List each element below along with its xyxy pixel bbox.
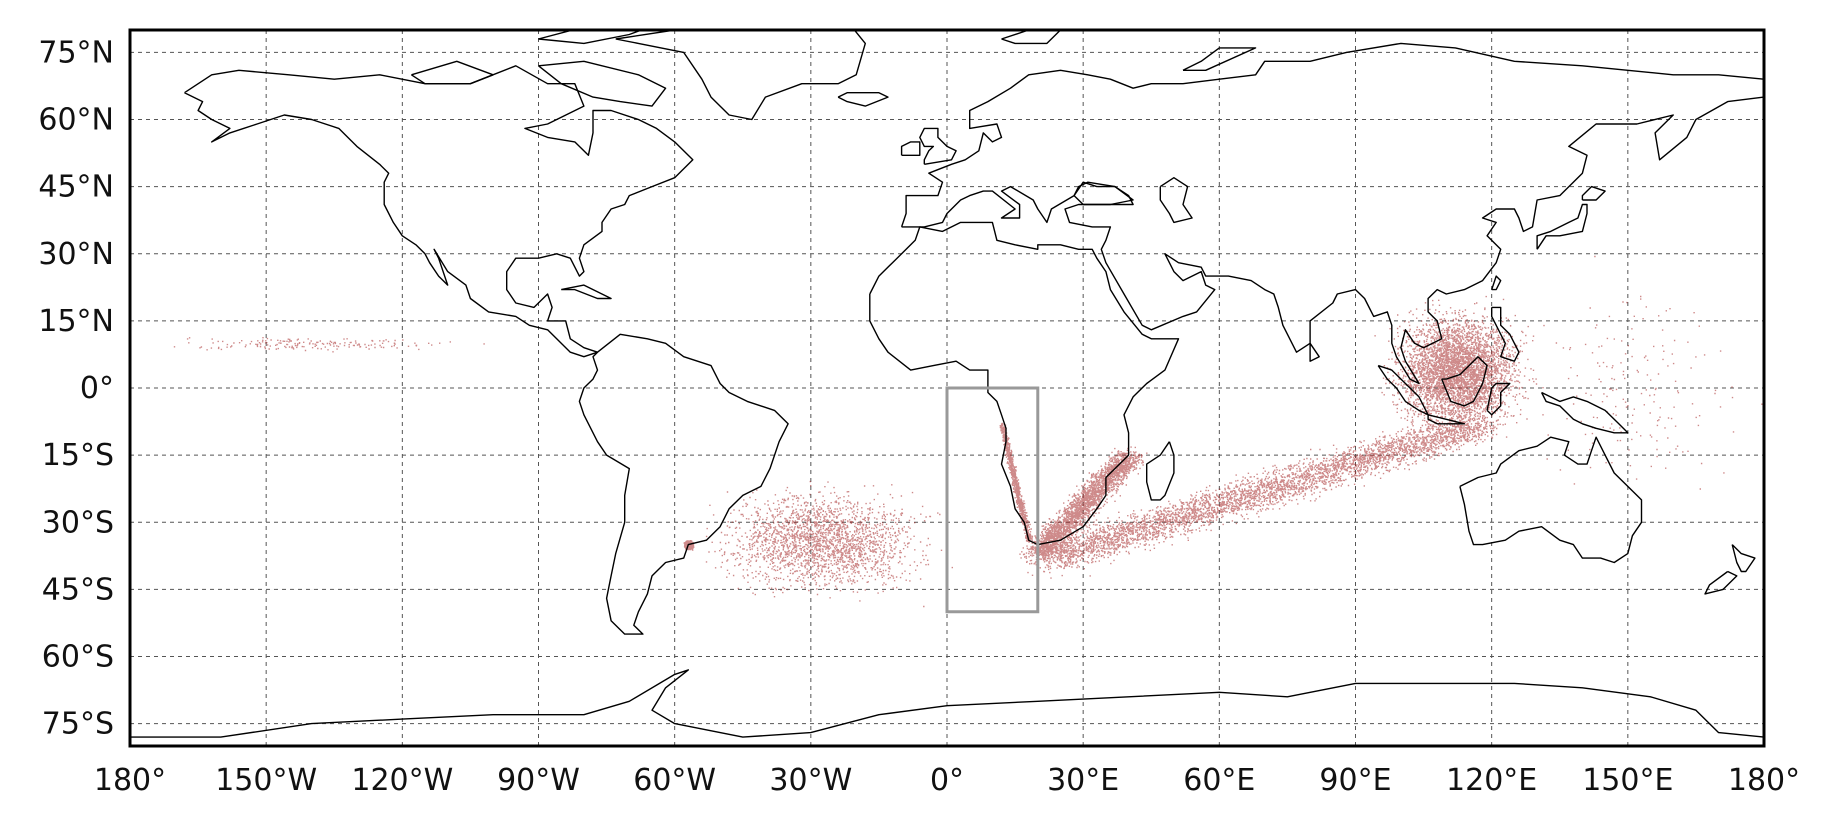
lat-tick-label: 75°S [42,707,114,742]
coastline-greenland [615,30,866,121]
lat-tick-label: 60°S [42,640,114,675]
coastline-sulawesi [1486,382,1511,416]
longitude-tick-labels: 180° 150°W 120°W 90°W 60°W 30°W 0° 30°E 60°E 90°E… [94,763,1800,798]
lon-tick-label: 120°E [1446,763,1537,798]
map-frame [128,28,1766,748]
lon-tick-label: 0° [930,763,964,798]
coastline-ireland [900,141,921,157]
coastline-svalbard [1001,30,1062,45]
coastline-britain [919,127,957,165]
particle-scatter [173,255,1763,608]
coastline-australia [1459,436,1643,564]
coastline-antarctica [130,669,1764,738]
coastline-caspian [1159,176,1193,224]
lon-tick-label: 60°W [633,763,716,798]
lon-tick-label: 150°W [215,763,317,798]
lon-tick-label: 30°E [1047,763,1119,798]
lon-tick-label: 60°E [1183,763,1255,798]
coastline-sri-lanka [1309,342,1320,362]
lon-tick-label: 150°E [1582,763,1673,798]
lat-tick-label: 15°S [42,438,114,473]
coastline-japan [1536,203,1588,250]
lon-tick-label: 90°W [497,763,580,798]
lon-tick-label: 30°W [769,763,852,798]
coastline-madagascar [1145,441,1175,501]
coastline-hokkaido [1581,185,1606,201]
coastline-sumatra [1377,364,1429,416]
lon-tick-label: 180° [1728,763,1800,798]
coastline-south-america [578,333,789,635]
lat-tick-label: 45°N [38,170,114,205]
highlight-region-box [945,386,1040,614]
lat-tick-label: 15°N [38,304,114,339]
lat-tick-label: 30°N [38,237,114,272]
coastline-eurasia [900,42,1764,385]
coastline-philippines [1490,306,1520,362]
coastline-black-sea [1073,181,1134,206]
coastline-taiwan [1491,275,1502,291]
coastline-new-zealand-n [1731,544,1756,573]
coastline-cuba [561,284,612,300]
particle-points [173,255,1763,608]
coastline-borneo [1441,356,1488,407]
lat-tick-label: 45°S [42,572,114,607]
coastline-new-zealand-s [1704,570,1738,595]
lon-tick-label: 120°W [351,763,453,798]
lon-tick-label: 180° [94,763,166,798]
coastline-baffin [538,60,667,107]
coastline-africa [869,221,1180,546]
coastline-new-guinea [1540,391,1629,434]
coastline-ellesmere [538,30,644,45]
lat-tick-label: 30°S [42,505,114,540]
lat-tick-label: 0° [80,371,114,406]
lat-tick-label: 60°N [38,103,114,138]
lon-tick-label: 90°E [1319,763,1391,798]
latitude-tick-labels: 75°N 60°N 45°N 30°N 15°N 0° 15°S 30°S 45°S 60°S 75… [38,35,114,741]
coastline-iceland [837,91,889,107]
coastline-victoria-isl [411,60,494,85]
coastline-java [1427,414,1466,425]
coastline-novaya-zemlya [1182,47,1257,72]
coastline-north-america [184,65,694,358]
coastlines [130,30,1764,738]
lat-tick-label: 75°N [38,35,114,70]
